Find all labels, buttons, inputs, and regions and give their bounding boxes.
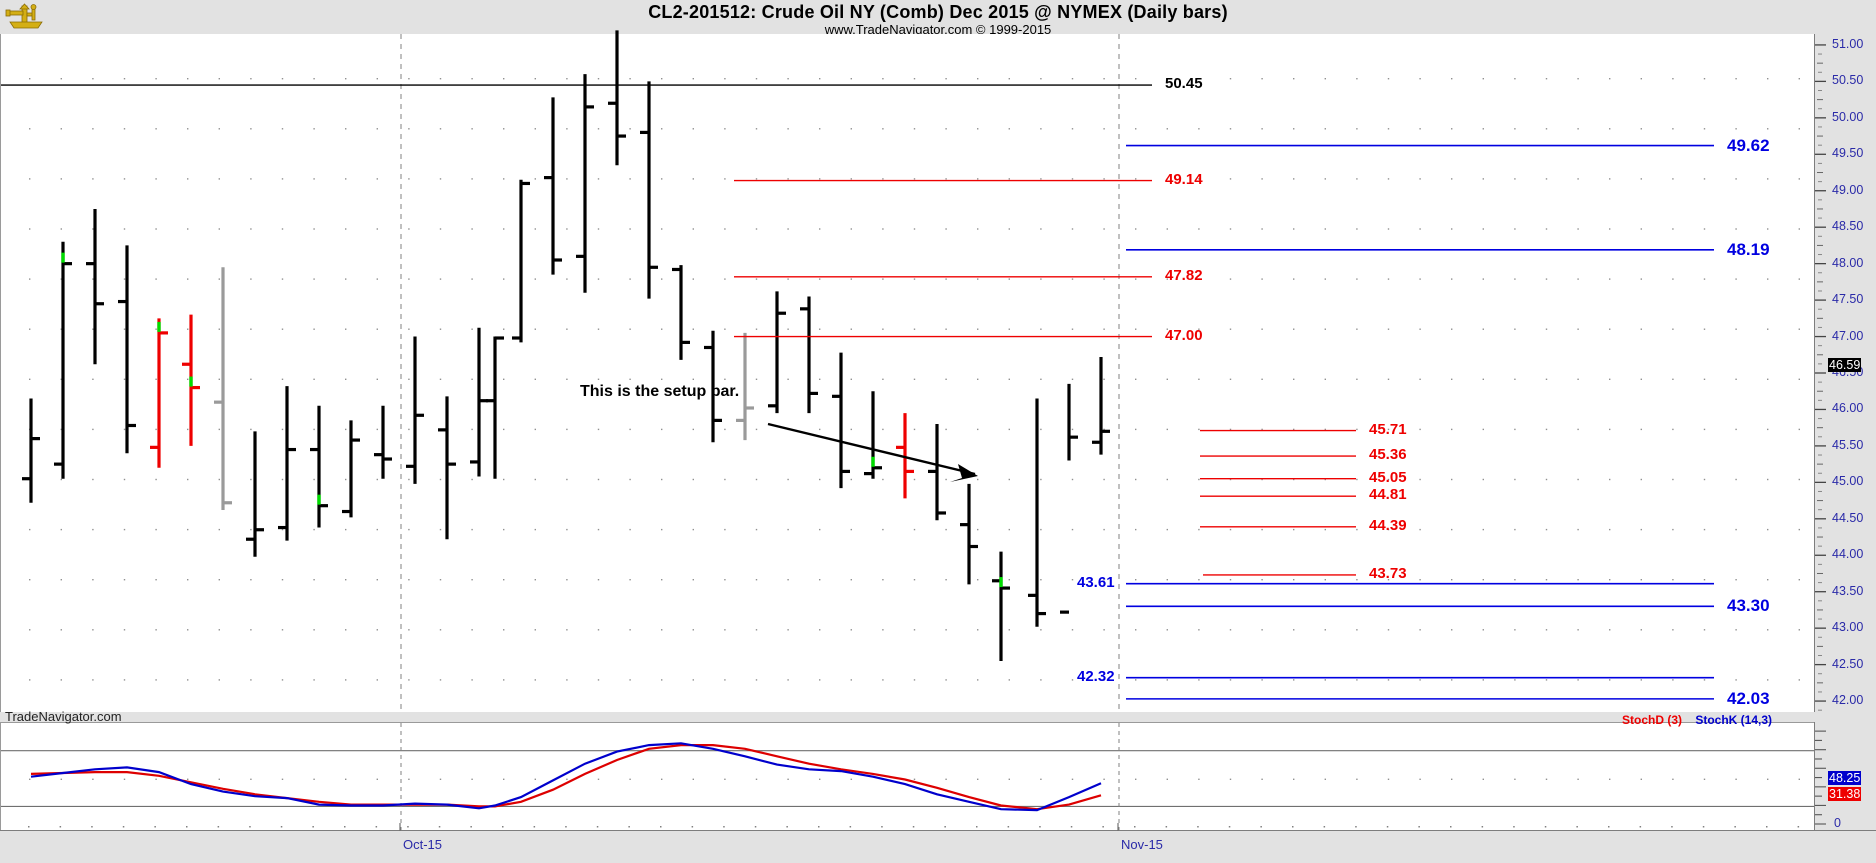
setup-bar-annotation: This is the setup bar. (580, 383, 740, 400)
stochastic-axis[interactable]: 48.25 31.38 0 (1814, 722, 1876, 830)
pane-separator (0, 712, 1876, 722)
price-level-label-45-71: 45.71 (1369, 420, 1407, 438)
price-level-label-47-82: 47.82 (1165, 266, 1203, 284)
price-level-label-45-36: 45.36 (1369, 446, 1407, 464)
stochastic-canvas (1, 723, 1815, 831)
page-title: CL2-201512: Crude Oil NY (Comb) Dec 2015… (648, 2, 1228, 22)
oil-derrick-icon (5, 3, 43, 29)
stoch-zero-label: 0 (1834, 816, 1841, 830)
price-level-label-45-05: 45.05 (1369, 468, 1407, 486)
stoch-k-value-badge: 48.25 (1828, 771, 1862, 786)
date-axis-ticks (28, 823, 1800, 831)
date-tick-nov-15: Nov-15 (1121, 837, 1163, 852)
stoch-d-value-badge: 31.38 (1828, 786, 1862, 801)
price-level-label-42-03: 42.03 (1727, 688, 1770, 708)
price-level-label-44-39: 44.39 (1369, 516, 1407, 534)
price-tick-42-50: 42.50 (1832, 656, 1864, 671)
price-tick-49-50: 49.50 (1832, 146, 1864, 161)
price-tick-48-50: 48.50 (1832, 219, 1864, 234)
price-tick-48-00: 48.00 (1832, 255, 1864, 270)
price-level-label-43-30: 43.30 (1727, 596, 1770, 616)
price-level-label-49-14: 49.14 (1165, 170, 1203, 188)
price-tick-44-50: 44.50 (1832, 510, 1864, 525)
price-tick-45-50: 45.50 (1832, 437, 1864, 452)
stochastic-axis-ticks (1815, 730, 1826, 825)
price-tick-50-50: 50.50 (1832, 73, 1864, 88)
price-tick-43-00: 43.00 (1832, 620, 1864, 635)
price-tick-44-00: 44.00 (1832, 547, 1864, 562)
price-tick-46-00: 46.00 (1832, 401, 1864, 416)
price-tick-43-50: 43.50 (1832, 583, 1864, 598)
price-level-label-42-32: 42.32 (1077, 667, 1115, 685)
price-axis[interactable]: 51.00 50.50 50.00 49.50 49.00 48.50 48.00 47.50… (1814, 34, 1876, 712)
price-level-label-49-62: 49.62 (1727, 135, 1770, 155)
price-tick-42-00: 42.00 (1832, 693, 1864, 708)
stochastic-legend: StochD (3) StochK (14,3) (1622, 713, 1772, 727)
price-tick-50-00: 50.00 (1832, 109, 1864, 124)
stoch-k-legend-label: StochK (14,3) (1695, 713, 1773, 727)
price-level-label-47-00: 47.00 (1165, 326, 1203, 344)
price-level-label-50-45: 50.45 (1165, 75, 1203, 93)
current-price-badge: 46.59 (1828, 358, 1862, 373)
chart-subtitle: www.TradeNavigator.com © 1999-2015 (824, 22, 1052, 37)
price-tick-47-50: 47.50 (1832, 292, 1864, 307)
title-bar (0, 0, 1876, 34)
price-level-label-43-73: 43.73 (1369, 564, 1407, 582)
date-axis[interactable]: Oct-15 Nov-15 (0, 823, 1876, 863)
date-tick-oct-15: Oct-15 (403, 837, 443, 852)
price-tick-45-00: 45.00 (1832, 474, 1864, 489)
price-chart-pane[interactable] (0, 30, 1814, 712)
price-level-label-43-61: 43.61 (1077, 573, 1115, 591)
price-axis-ticks (1815, 44, 1826, 711)
watermark-label: TradeNavigator.com (5, 709, 122, 724)
stoch-d-legend-label: StochD (3) (1622, 713, 1682, 727)
price-level-label-44-81: 44.81 (1369, 486, 1407, 504)
stochastic-pane[interactable] (0, 722, 1815, 831)
price-chart-canvas (1, 30, 1800, 712)
price-tick-51-00: 51.00 (1832, 36, 1864, 51)
price-tick-47-00: 47.00 (1832, 328, 1864, 343)
price-tick-49-00: 49.00 (1832, 182, 1864, 197)
price-level-label-48-19: 48.19 (1727, 239, 1770, 259)
